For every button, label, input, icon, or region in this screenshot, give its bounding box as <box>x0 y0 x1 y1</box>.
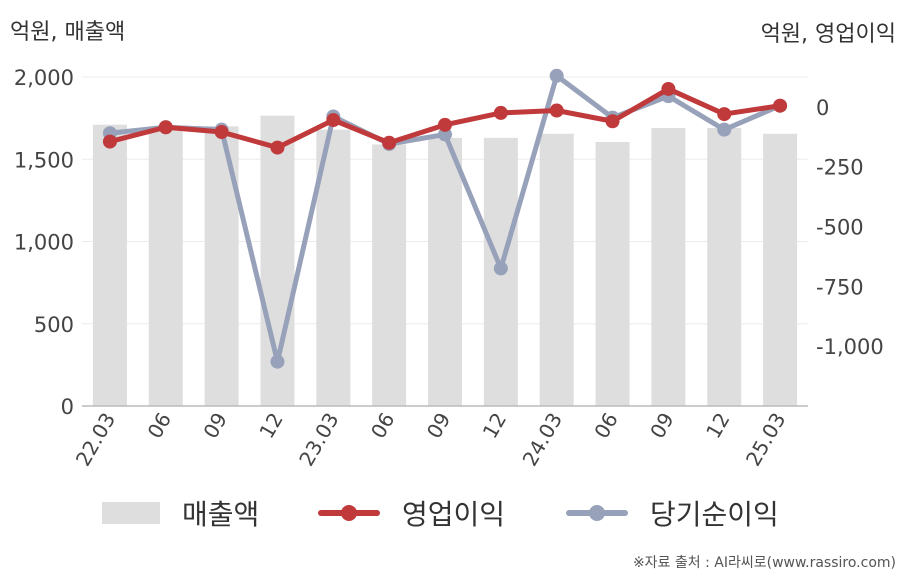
sales-bar <box>707 127 742 407</box>
x-tick-label: 24.03 <box>518 409 567 471</box>
legend-net-income: 당기순이익 <box>566 493 779 533</box>
operating-profit-point <box>102 134 117 149</box>
operating-profit-point <box>270 140 285 155</box>
sales-bar <box>651 127 686 407</box>
operating-profit-point <box>605 114 620 129</box>
x-tick-label: 22.03 <box>71 409 120 471</box>
operating-profit-point <box>717 107 732 122</box>
x-tick-label: 12 <box>478 409 512 443</box>
x-tick-label: 09 <box>645 409 679 443</box>
operating-profit-point <box>493 105 508 120</box>
legend-sales-label: 매출액 <box>182 498 260 531</box>
operating-profit-point <box>549 103 564 118</box>
net-income-point <box>493 261 508 276</box>
x-tick-label: 12 <box>701 409 735 443</box>
operating-profit-point <box>773 98 788 113</box>
x-tick-label: 25.03 <box>741 409 790 471</box>
net-income-swatch <box>566 502 628 524</box>
left-tick-label: 0 <box>61 395 74 419</box>
sales-bar <box>92 124 127 406</box>
x-tick-label: 09 <box>422 409 456 443</box>
net-income-point <box>717 122 732 137</box>
operating-profit-point <box>326 113 341 128</box>
right-tick-label: -750 <box>816 275 864 299</box>
left-tick-label: 2,000 <box>14 66 74 90</box>
x-tick-label: 06 <box>589 409 623 443</box>
net-income-point <box>270 354 285 369</box>
sales-swatch <box>102 502 160 524</box>
net-income-point <box>438 127 452 142</box>
x-tick-label: 12 <box>254 409 288 443</box>
operating-profit-swatch <box>318 502 380 524</box>
right-tick-label: -500 <box>816 216 864 240</box>
sales-bar <box>148 127 183 407</box>
combo-chart: 0 500 1,000 1,500 2,000 0 -250 -500 -750 -1,000 22… <box>14 66 884 471</box>
operating-profit-point <box>661 81 676 96</box>
x-tick-label: 06 <box>366 409 400 443</box>
right-tick-label: -250 <box>816 156 864 180</box>
right-tick-label: 0 <box>816 96 829 120</box>
net-income-point <box>549 68 564 83</box>
legend-operating-profit: 영업이익 <box>318 493 505 533</box>
operating-profit-point <box>382 135 397 150</box>
left-tick-label: 500 <box>34 313 74 337</box>
x-tick-label: 09 <box>198 409 232 443</box>
left-tick-label: 1,500 <box>14 148 74 172</box>
sales-bar <box>372 144 407 406</box>
legend-sales: 매출액 <box>102 493 259 533</box>
x-tick-label: 06 <box>143 409 177 443</box>
legend-net-income-label: 당기순이익 <box>650 498 779 531</box>
operating-profit-point <box>214 125 229 140</box>
right-axis-unit: 억원, 영업이익 <box>760 22 896 47</box>
source-note: ※자료 출처 : AI라씨로(www.rassiro.com) <box>632 555 896 571</box>
operating-profit-point <box>158 120 173 135</box>
sales-bars <box>92 115 798 407</box>
right-tick-label: -1,000 <box>816 335 884 359</box>
sales-bar <box>763 133 798 406</box>
sales-bar <box>595 141 630 407</box>
left-axis-unit: 억원, 매출액 <box>10 20 126 45</box>
legend-operating-profit-label: 영업이익 <box>402 498 506 531</box>
left-tick-label: 1,000 <box>14 231 74 255</box>
profit-lines <box>102 68 788 369</box>
operating-profit-point <box>438 117 452 132</box>
x-tick-label: 23.03 <box>294 409 343 471</box>
sales-bar <box>539 133 574 406</box>
sales-bar <box>204 126 239 406</box>
sales-bar <box>428 137 462 407</box>
